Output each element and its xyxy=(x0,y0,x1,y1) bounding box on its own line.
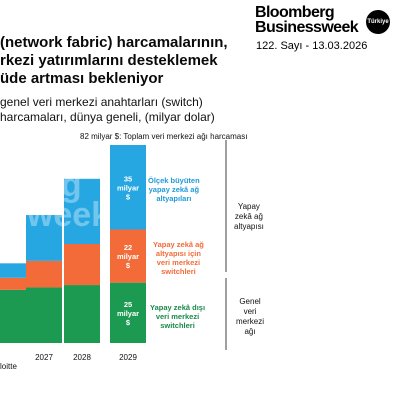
bar-2027-series-1 xyxy=(26,260,62,288)
bar-2027-series-2 xyxy=(26,215,62,261)
annotation-orange: Yapay zekâ ağ altyapısı için veri merkezi s… xyxy=(153,240,204,276)
tick-label-2027: 2027 xyxy=(35,353,53,362)
annotation-blue: Ölçek büyüten yapay zekâ ağ altyapıları xyxy=(148,176,200,203)
subtitle-line-1: genel veri merkezi anahtarları (switch) xyxy=(0,95,203,109)
chart-subtitle: genel veri merkezi anahtarları (switch) … xyxy=(0,95,215,125)
total-label: 82 milyar $: Toplam veri merkezi ağı har… xyxy=(80,132,248,141)
annotation-green: Yapay zekâ dışı veri merkezi switchleri xyxy=(150,303,206,330)
turkiye-badge: Türkiye xyxy=(366,10,390,34)
bar-2028-series-0 xyxy=(64,285,100,343)
bar-first-series-0 xyxy=(0,289,26,343)
bar-2028-series-2 xyxy=(64,178,100,244)
watermark-text: berg sweek xyxy=(8,166,111,234)
tick-label-2028: 2028 xyxy=(73,353,91,362)
bar-2029-series-1 xyxy=(110,229,146,283)
subtitle-line-2: harcamaları, dünya geneli, (milyar dolar… xyxy=(0,110,215,124)
bar-2029-series-0 xyxy=(110,282,146,343)
source-note: loitte xyxy=(0,362,17,371)
bar-first-series-1 xyxy=(0,277,26,290)
brand-line-2: Businessweek xyxy=(255,19,359,36)
tick-label-2029: 2029 xyxy=(119,353,137,362)
title-line-1: (network fabric) harcamalarının, xyxy=(0,34,228,51)
chart-title: (network fabric) harcamalarının, rkezi y… xyxy=(0,34,258,88)
title-line-2: rkezi yatırımlarını desteklemek xyxy=(0,52,218,69)
segment-label-2029-1: 22 milyar $ xyxy=(117,243,139,270)
title-line-3: üde artması bekleniyor xyxy=(0,70,164,87)
brand-line-1: Bloomberg xyxy=(255,4,335,21)
group-label-ai: Yapay zekâ ağ altyapısı xyxy=(234,202,264,231)
brand-logo: Bloomberg Businessweek xyxy=(255,4,365,36)
group-label-general: Genel veri merkezi ağı xyxy=(236,297,265,336)
segment-label-2029-2: 35 milyar $ xyxy=(117,174,139,201)
bar-2027-series-0 xyxy=(26,287,62,343)
segment-label-2029-0: 25 milyar $ xyxy=(117,300,139,327)
issue-info: 122. Sayı - 13.03.2026 xyxy=(256,40,368,52)
bar-first-series-2 xyxy=(0,263,26,278)
bar-2029-series-2 xyxy=(110,145,146,230)
bar-2028-series-1 xyxy=(64,244,100,286)
